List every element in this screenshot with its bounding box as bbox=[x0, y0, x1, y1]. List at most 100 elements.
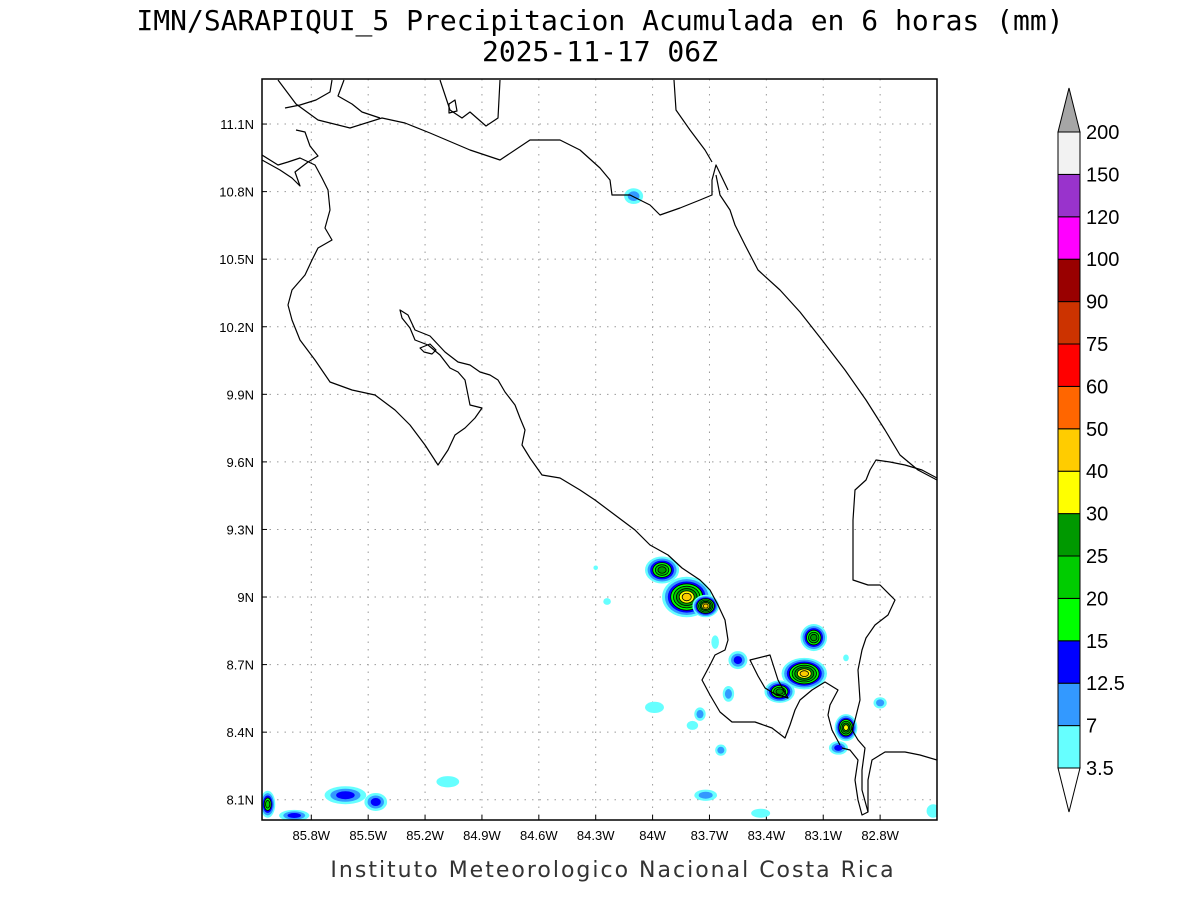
lat-tick-label: 8.1N bbox=[227, 793, 254, 808]
precip-contour bbox=[775, 688, 784, 695]
precip-cell bbox=[436, 776, 460, 788]
precip-contour bbox=[436, 776, 460, 788]
colorbar-label: 100 bbox=[1086, 249, 1119, 271]
precip-contour bbox=[686, 720, 699, 730]
colorbar-box bbox=[1057, 725, 1081, 769]
precip-contour bbox=[702, 603, 709, 609]
lat-tick-label: 9.6N bbox=[227, 455, 254, 470]
precip-contour bbox=[810, 633, 818, 642]
lat-tick-label: 10.5N bbox=[219, 252, 254, 267]
colorbar-box bbox=[1057, 258, 1081, 303]
lat-tick-label: 8.4N bbox=[227, 725, 254, 740]
precip-cell bbox=[728, 651, 748, 670]
map-frame bbox=[261, 78, 938, 821]
precip-cell bbox=[926, 804, 937, 818]
isla-chira bbox=[419, 343, 437, 355]
map-background bbox=[262, 79, 937, 820]
latitude-tick-labels: 11.1N 10.8N 10.5N 10.2N 9.9N 9.6N 9.3N 9N 8.7N 8.… bbox=[219, 117, 254, 808]
colorbar-label: 7 bbox=[1086, 716, 1097, 738]
precip-contour bbox=[724, 689, 732, 699]
colorbar-box bbox=[1057, 343, 1081, 387]
lat-tick-label: 9N bbox=[237, 590, 254, 605]
colorbar-min-triangle bbox=[1057, 767, 1081, 813]
precip-cell bbox=[692, 594, 719, 618]
colorbar-box bbox=[1057, 428, 1081, 472]
colorbar-label: 12.5 bbox=[1086, 673, 1125, 695]
lon-tick-label: 84.6W bbox=[520, 828, 558, 843]
precip-contour bbox=[336, 791, 355, 800]
precip-contour bbox=[834, 744, 843, 751]
lon-tick-label: 83.7W bbox=[691, 828, 729, 843]
precip-contour bbox=[593, 565, 598, 570]
colorbar-label: 150 bbox=[1086, 164, 1119, 186]
precip-cell bbox=[828, 741, 848, 755]
precip-cell bbox=[686, 720, 699, 730]
precip-contour bbox=[603, 598, 611, 605]
precip-contour bbox=[733, 656, 743, 665]
colorbar-label: 30 bbox=[1086, 504, 1108, 526]
colorbar-label: 200 bbox=[1086, 122, 1119, 144]
credit-text: Instituto Meteorologico Nacional Costa R… bbox=[330, 858, 895, 883]
lake-nicaragua-shore bbox=[284, 79, 501, 127]
precip-cell bbox=[324, 786, 367, 805]
coastline bbox=[262, 79, 937, 816]
colorbar-box bbox=[1057, 216, 1081, 260]
lon-tick-label: 85.5W bbox=[349, 828, 387, 843]
lat-tick-label: 10.8N bbox=[219, 185, 254, 200]
lon-tick-label: 83.1W bbox=[804, 828, 842, 843]
precip-contour bbox=[717, 746, 725, 754]
precip-cell bbox=[593, 565, 598, 570]
lon-tick-label: 82.8W bbox=[861, 828, 899, 843]
precip-cell bbox=[722, 685, 735, 702]
colorbar-label: 75 bbox=[1086, 334, 1108, 356]
lat-tick-label: 10.2N bbox=[219, 320, 254, 335]
colorbar-box bbox=[1057, 597, 1081, 642]
caribbean-coast bbox=[673, 79, 937, 481]
precip-cell bbox=[645, 556, 680, 584]
colorbar: 3.5 7 12.5 15 20 25 30 40 50 60 75 90 100 120 150 200 bbox=[1057, 87, 1125, 813]
lat-tick-label: 8.7N bbox=[227, 658, 254, 673]
pacific-coast bbox=[262, 154, 841, 746]
precip-cell bbox=[662, 576, 712, 618]
lon-tick-label: 83.4W bbox=[748, 828, 786, 843]
precip-contour bbox=[711, 635, 719, 649]
precip-cell bbox=[262, 790, 276, 818]
colorbar-label: 15 bbox=[1086, 631, 1108, 653]
precip-contour bbox=[843, 724, 849, 731]
colorbar-box bbox=[1057, 470, 1081, 515]
precip-cell bbox=[800, 624, 828, 652]
colorbar-label: 90 bbox=[1086, 292, 1108, 314]
colorbar-label: 25 bbox=[1086, 546, 1108, 568]
colorbar-box bbox=[1057, 513, 1081, 557]
colorbar-box bbox=[1057, 131, 1081, 175]
precip-contour bbox=[265, 799, 271, 809]
precip-cell bbox=[364, 792, 388, 811]
map-title-line1: IMN/SARAPIQUI_5 Precipitacion Acumulada … bbox=[136, 4, 1063, 38]
precip-cell bbox=[751, 808, 771, 818]
nicaragua-costa-rica-border bbox=[277, 79, 729, 216]
precip-cell bbox=[279, 809, 310, 820]
colorbar-box bbox=[1057, 640, 1081, 684]
precip-contour bbox=[681, 592, 692, 602]
lat-tick-label: 9.9N bbox=[227, 387, 254, 402]
panama-border bbox=[841, 459, 937, 816]
precipitation-field bbox=[262, 188, 937, 820]
lon-tick-label: 85.8W bbox=[293, 828, 331, 843]
lon-tick-label: 85.2W bbox=[406, 828, 444, 843]
golfo-dulce bbox=[749, 654, 789, 699]
panama-pacific-coast bbox=[867, 751, 937, 812]
colorbar-box bbox=[1057, 173, 1081, 218]
precip-contour bbox=[843, 654, 849, 662]
precip-contour bbox=[799, 670, 809, 677]
precip-cell bbox=[645, 701, 664, 714]
colorbar-box bbox=[1057, 555, 1081, 599]
longitude-tick-labels: 85.8W 85.5W 85.2W 84.9W 84.6W 84.3W 84W 83.7W 83… bbox=[293, 828, 900, 843]
precip-cell bbox=[843, 654, 849, 662]
precip-cell bbox=[603, 598, 611, 605]
colorbar-label: 40 bbox=[1086, 461, 1108, 483]
colorbar-label: 60 bbox=[1086, 376, 1108, 398]
precip-contour bbox=[370, 797, 381, 806]
precip-cell bbox=[781, 657, 828, 690]
lat-tick-label: 9.3N bbox=[227, 522, 254, 537]
